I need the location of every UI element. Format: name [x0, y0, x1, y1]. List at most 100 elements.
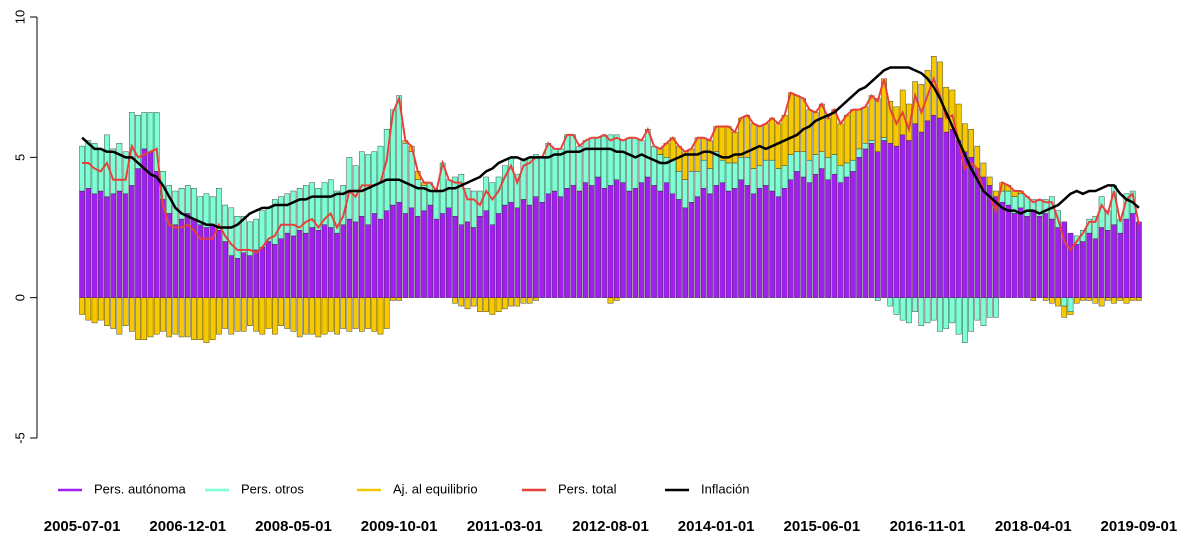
bar: [707, 168, 713, 195]
bar: [116, 190, 123, 298]
bar: [526, 297, 533, 304]
bar: [974, 297, 981, 321]
bar: [377, 218, 384, 298]
bar: [1104, 230, 1111, 298]
bar: [557, 148, 564, 197]
legend-label: Pers. total: [558, 481, 617, 496]
bar: [1005, 190, 1012, 206]
bar: [781, 188, 788, 298]
bar: [787, 154, 794, 180]
bar: [1123, 218, 1130, 298]
bar: [228, 207, 235, 256]
bar: [1073, 297, 1080, 304]
bar: [962, 297, 968, 343]
bar: [775, 123, 782, 169]
bar: [613, 134, 620, 180]
bar: [638, 182, 645, 298]
bar: [240, 252, 247, 298]
bar: [669, 159, 676, 195]
bar: [837, 123, 844, 166]
bar: [874, 151, 881, 298]
bar: [470, 297, 477, 307]
bar: [203, 297, 210, 343]
bar: [980, 297, 987, 326]
bar: [383, 297, 390, 329]
bar: [564, 134, 570, 189]
bar: [489, 224, 496, 298]
bar: [613, 179, 620, 298]
bar: [1067, 232, 1074, 298]
bar: [601, 188, 608, 298]
bar: [234, 258, 241, 298]
bar: [626, 137, 632, 192]
bar: [371, 213, 378, 298]
bar: [514, 173, 521, 209]
bar: [502, 204, 508, 298]
bar: [228, 255, 235, 298]
bar: [937, 117, 943, 298]
bar: [862, 148, 869, 298]
bar: [1011, 213, 1018, 298]
x-tick-label: 2006-12-01: [149, 518, 226, 535]
bar: [296, 230, 303, 298]
bar: [812, 154, 819, 175]
bar: [719, 126, 726, 161]
bar: [284, 232, 291, 298]
bar: [265, 241, 272, 298]
bar: [197, 297, 204, 340]
bar: [526, 204, 533, 298]
bar: [856, 109, 862, 150]
bar: [999, 202, 1005, 298]
bar: [259, 210, 266, 248]
bar: [868, 143, 875, 298]
bar: [918, 297, 925, 326]
bar: [97, 297, 104, 321]
bar: [819, 151, 825, 169]
bar: [657, 154, 664, 192]
y-tick-label: 0: [12, 294, 27, 301]
bar: [464, 221, 471, 298]
bar: [104, 297, 110, 326]
bar: [172, 224, 179, 298]
bar: [228, 297, 235, 335]
x-tick-label: 2018-04-01: [995, 518, 1072, 535]
bar: [458, 173, 465, 225]
bar: [303, 232, 309, 298]
bar: [620, 182, 626, 298]
bar: [582, 182, 589, 298]
bar: [638, 140, 645, 183]
bar: [899, 297, 906, 321]
bar: [719, 182, 726, 298]
bar: [495, 297, 502, 312]
bar: [1017, 193, 1024, 209]
bar: [91, 297, 98, 324]
bar: [1123, 297, 1130, 304]
x-tick-label: 2014-01-01: [678, 518, 755, 535]
legend-item: Aj. al equilibrio: [357, 481, 478, 496]
bar: [1042, 199, 1049, 214]
bar: [1049, 297, 1055, 304]
bar: [216, 230, 222, 298]
bar: [564, 188, 570, 298]
bar: [452, 216, 458, 298]
bar: [1030, 210, 1037, 298]
bar: [321, 297, 328, 335]
bar: [576, 190, 583, 298]
bar: [178, 188, 185, 220]
line: [82, 75, 1140, 254]
legend-label: Pers. autónoma: [94, 481, 187, 496]
bar: [1136, 221, 1142, 298]
bar: [589, 137, 595, 186]
bar: [812, 173, 819, 298]
bar: [545, 143, 552, 195]
bar: [371, 297, 378, 332]
bar: [290, 190, 297, 237]
bar: [713, 185, 719, 298]
bar: [713, 151, 719, 186]
bar: [303, 297, 309, 335]
bar: [359, 216, 365, 298]
bar: [732, 188, 738, 298]
bar: [135, 168, 141, 298]
bar: [247, 297, 253, 326]
